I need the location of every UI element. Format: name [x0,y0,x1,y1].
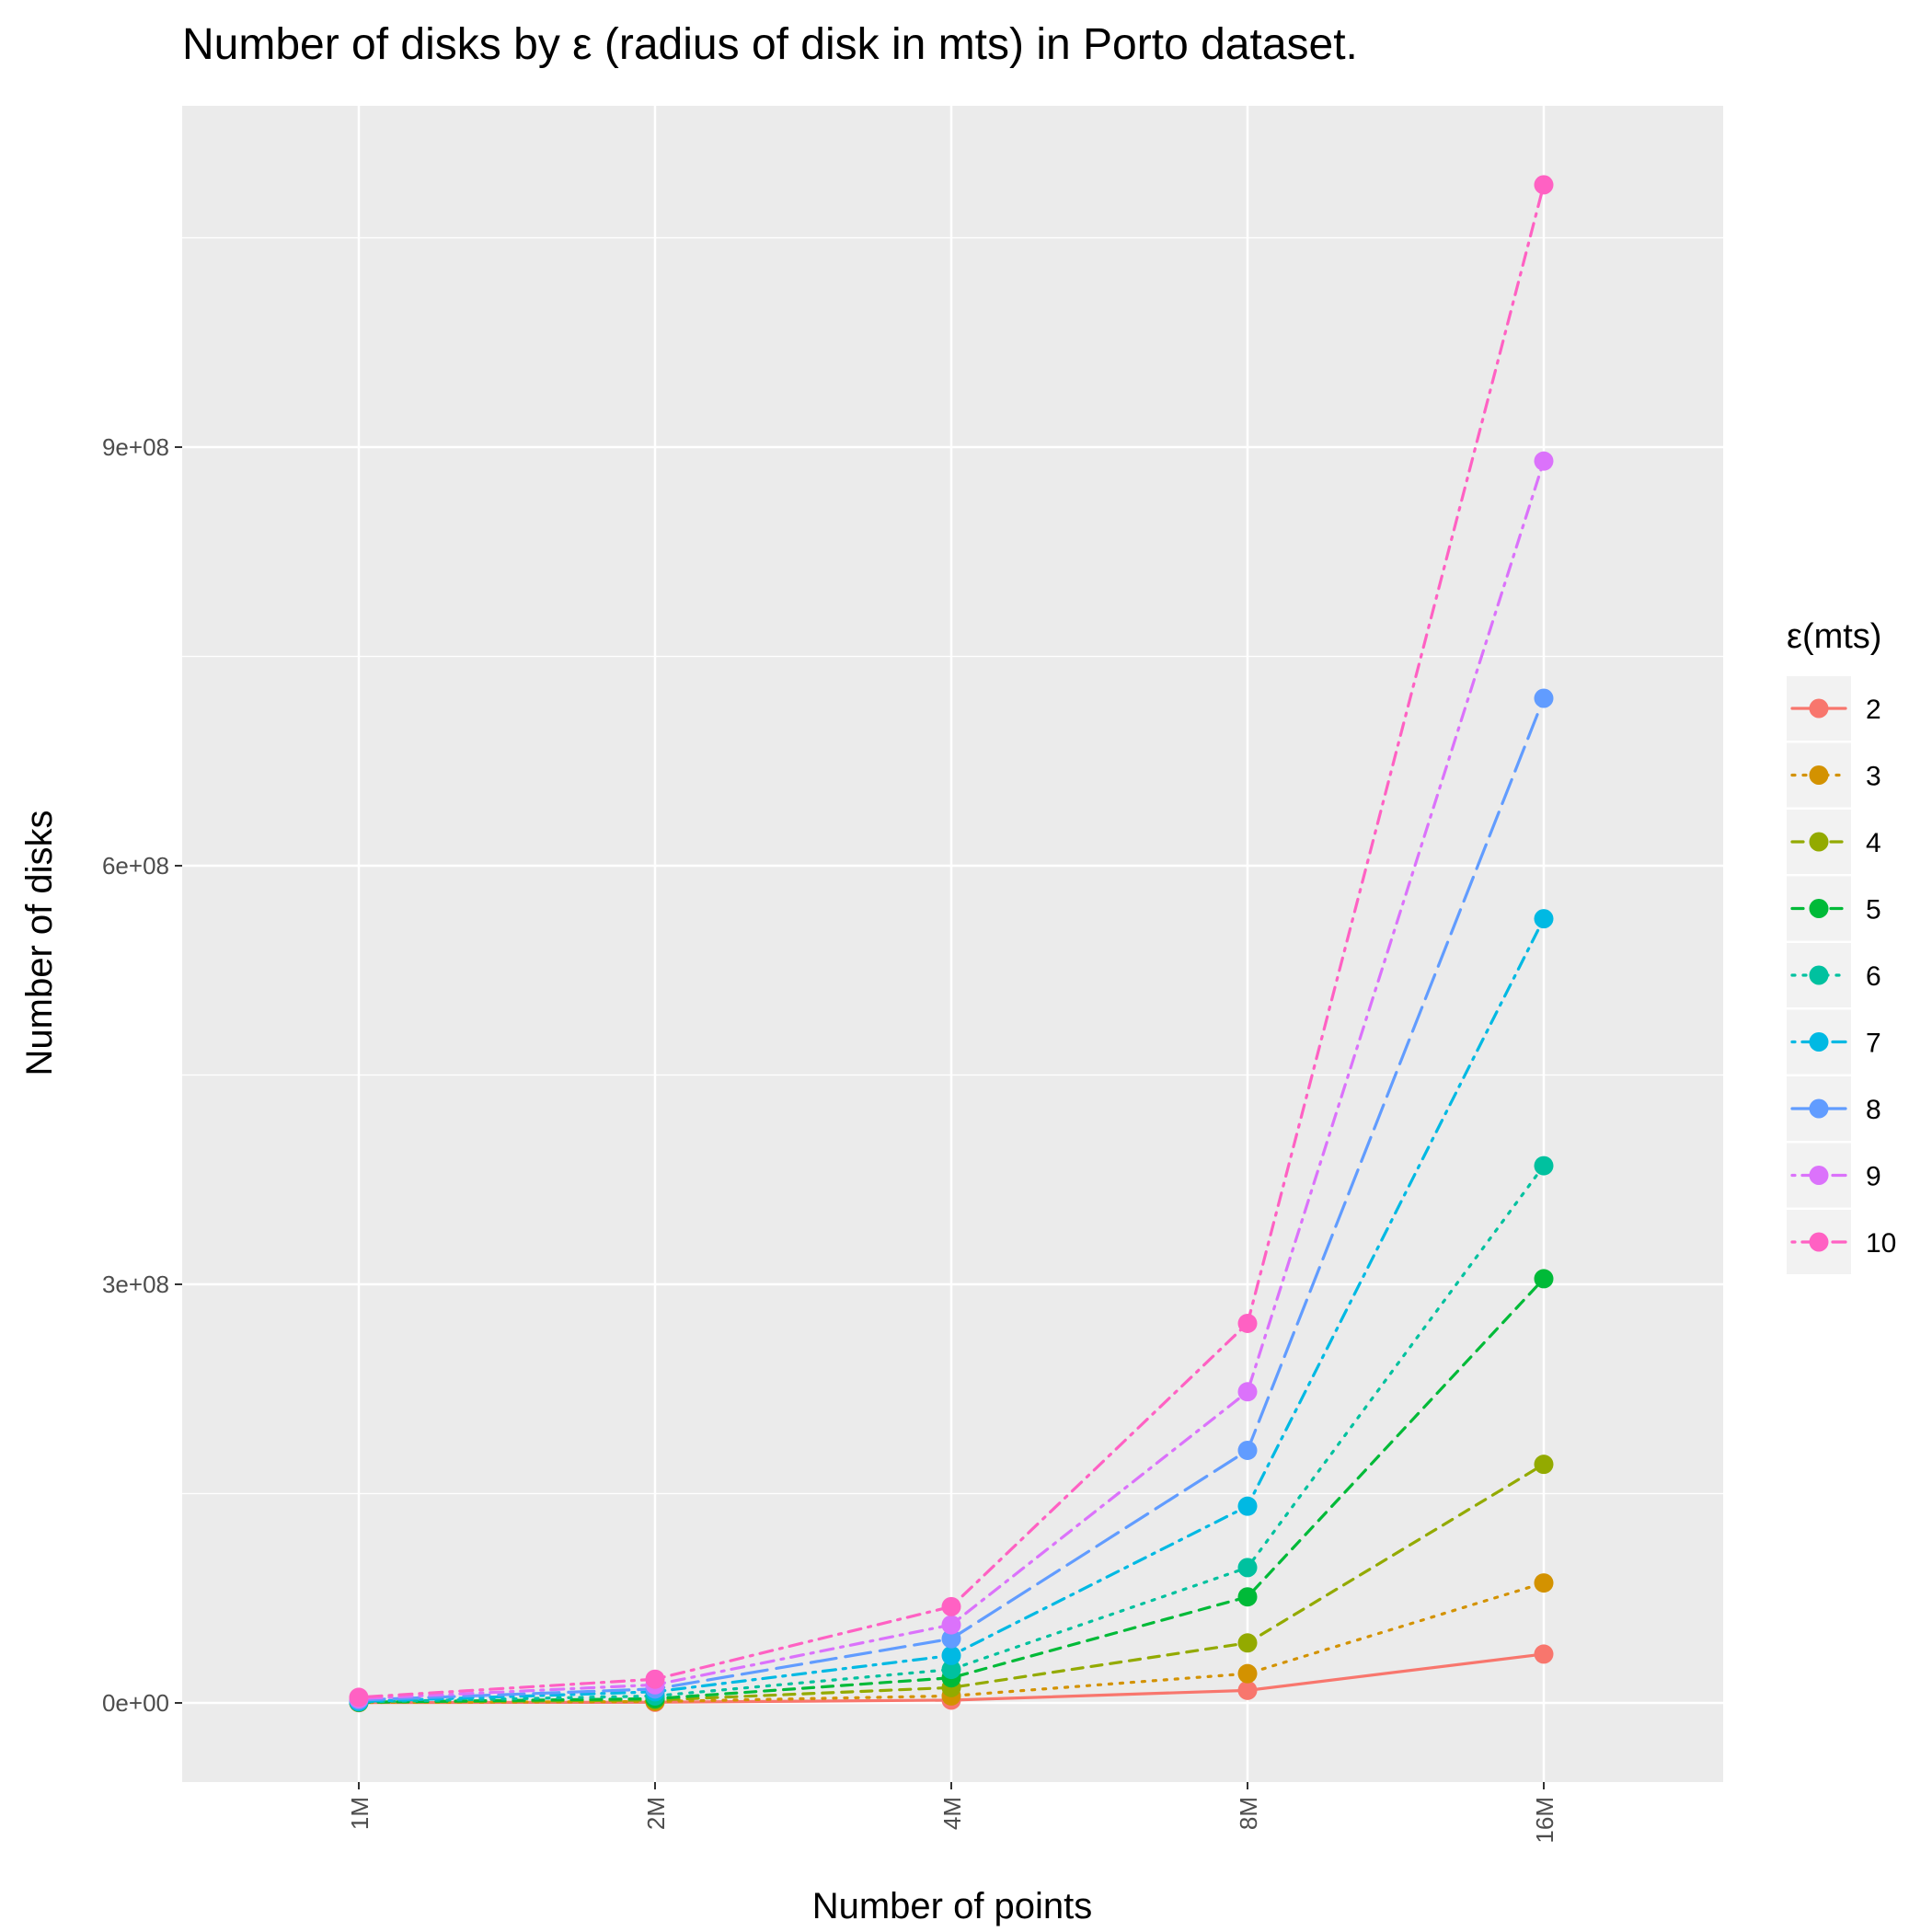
y-tick-label: 3e+08 [102,1271,169,1298]
legend-key-point [1809,965,1829,985]
data-point [349,1687,369,1708]
legend-item-2: 2 [1787,676,1881,741]
legend-key-point [1809,765,1829,785]
data-point [1237,1663,1258,1684]
legend-label: 3 [1866,762,1881,792]
series-line [357,1164,1546,1704]
data-point [1237,1496,1258,1516]
data-point [1534,175,1554,195]
legend-key-point [1809,1166,1829,1185]
y-axis: 0e+00 3e+08 6e+08 9e+08 [102,433,182,1717]
y-axis-title: Number of disks [19,811,60,1076]
data-point [1534,909,1554,929]
legend-label: 5 [1866,895,1881,926]
data-point [1237,1633,1258,1653]
data-point [1237,1587,1258,1607]
legend-key-point [1809,1098,1829,1119]
legend-item-6: 6 [1787,943,1881,1007]
data-point [1534,1644,1554,1664]
data-point [1237,1382,1258,1402]
legend-key-point [1809,1032,1829,1052]
x-tick-label: 8M [1235,1797,1262,1830]
data-point [1534,451,1554,471]
legend-title: ε(mts) [1787,617,1881,656]
legend-label: 2 [1866,695,1881,725]
plot-panel [182,106,1723,1782]
data-point [941,1596,961,1616]
data-point [1534,1269,1554,1289]
data-point [941,1615,961,1635]
x-tick-label: 4M [938,1797,966,1830]
series-10 [349,175,1554,1708]
x-tick-label: 2M [642,1797,670,1830]
data-point [1237,1558,1258,1578]
legend-label: 4 [1866,828,1881,858]
legend-item-8: 8 [1787,1076,1881,1141]
legend-key-point [1809,899,1829,918]
y-tick-label: 0e+00 [102,1689,169,1717]
legend-item-3: 3 [1787,742,1881,808]
legend-label: 8 [1866,1095,1881,1125]
series-line [357,1277,1546,1704]
series-layer [349,175,1554,1713]
legend-items: 2 3 4 5 6 7 8 9 10 [1787,676,1896,1274]
legend: ε(mts) 2 3 4 5 6 7 8 9 10 [1787,617,1896,1274]
legend-label: 6 [1866,961,1881,992]
legend-item-9: 9 [1787,1143,1881,1208]
y-tick-label: 9e+08 [102,433,169,461]
chart-title: Number of disks by ε (radius of disk in … [182,20,1358,69]
data-point [1237,1680,1258,1700]
legend-label: 10 [1866,1228,1896,1259]
data-point [1534,1455,1554,1475]
x-axis: 1M 2M 4M 8M 16M [346,1782,1558,1844]
legend-item-5: 5 [1787,876,1881,941]
legend-key-point [1809,1232,1829,1252]
data-point [1237,1313,1258,1333]
x-axis-title: Number of points [812,1886,1093,1926]
data-point [1534,688,1554,708]
x-tick-label: 1M [346,1797,374,1830]
legend-item-4: 4 [1787,810,1881,874]
data-point [941,1628,961,1649]
legend-item-7: 7 [1787,1009,1881,1075]
data-point [941,1660,961,1680]
data-point [1534,1156,1554,1176]
x-tick-label: 16M [1531,1797,1558,1844]
data-point [645,1669,665,1689]
data-point [941,1645,961,1665]
data-point [1534,1573,1554,1593]
y-tick-label: 6e+08 [102,852,169,880]
legend-key-point [1809,698,1829,719]
legend-item-10: 10 [1787,1210,1896,1274]
legend-label: 7 [1866,1029,1881,1059]
legend-key-point [1809,832,1829,852]
data-point [1237,1440,1258,1460]
series-line [357,183,1546,1699]
legend-label: 9 [1866,1162,1881,1192]
